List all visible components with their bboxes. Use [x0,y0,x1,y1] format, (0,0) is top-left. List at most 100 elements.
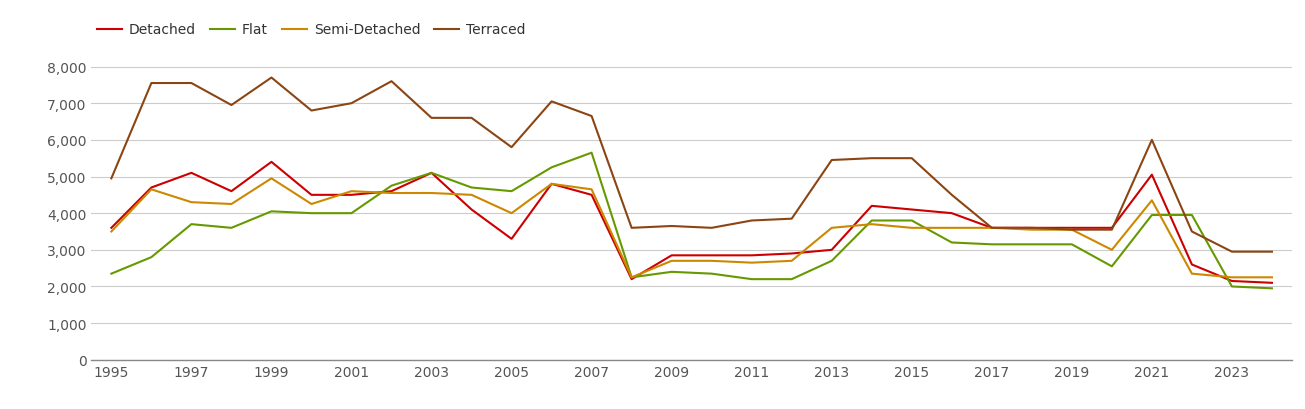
Detached [664,253,680,258]
Detached [264,160,279,165]
Terraced [944,193,959,198]
Terraced [504,145,519,150]
Flat [1064,242,1079,247]
Semi-Detached [1064,228,1079,233]
Semi-Detached [1265,275,1280,280]
Flat [784,277,800,282]
Line: Detached: Detached [111,162,1272,283]
Legend: Detached, Flat, Semi-Detached, Terraced: Detached, Flat, Semi-Detached, Terraced [91,18,531,43]
Detached [544,182,560,187]
Semi-Detached [223,202,239,207]
Flat [304,211,320,216]
Detached [223,189,239,194]
Line: Semi-Detached: Semi-Detached [111,179,1272,278]
Flat [223,226,239,231]
Terraced [1064,228,1079,233]
Semi-Detached [984,226,1000,231]
Flat [984,242,1000,247]
Flat [1024,242,1040,247]
Semi-Detached [784,259,800,264]
Flat [624,275,639,280]
Terraced [984,226,1000,231]
Detached [1144,173,1160,178]
Semi-Detached [944,226,959,231]
Semi-Detached [1144,198,1160,203]
Semi-Detached [1224,275,1240,280]
Semi-Detached [304,202,320,207]
Terraced [784,217,800,222]
Terraced [144,81,159,86]
Detached [424,171,440,176]
Detached [583,193,599,198]
Detached [744,253,760,258]
Flat [424,171,440,176]
Terraced [904,156,920,161]
Terraced [823,158,839,163]
Terraced [1224,249,1240,254]
Flat [1184,213,1199,218]
Detached [703,253,719,258]
Flat [504,189,519,194]
Semi-Detached [504,211,519,216]
Flat [864,218,880,223]
Semi-Detached [343,189,359,194]
Semi-Detached [823,226,839,231]
Semi-Detached [424,191,440,196]
Line: Flat: Flat [111,153,1272,289]
Detached [384,189,399,194]
Detached [984,226,1000,231]
Terraced [424,116,440,121]
Detached [1104,226,1120,231]
Detached [944,211,959,216]
Detached [1024,226,1040,231]
Terraced [343,101,359,106]
Detached [504,237,519,242]
Terraced [384,79,399,84]
Semi-Detached [664,259,680,264]
Terraced [664,224,680,229]
Terraced [703,226,719,231]
Flat [664,270,680,274]
Semi-Detached [103,229,119,234]
Detached [1265,281,1280,285]
Detached [103,226,119,231]
Terraced [223,103,239,108]
Detached [144,186,159,191]
Semi-Detached [1104,248,1120,253]
Semi-Detached [744,261,760,265]
Terraced [583,114,599,119]
Flat [583,151,599,156]
Flat [823,259,839,264]
Detached [184,171,200,176]
Detached [904,207,920,212]
Terraced [1265,249,1280,254]
Semi-Detached [144,187,159,192]
Semi-Detached [264,176,279,181]
Flat [703,272,719,276]
Terraced [1144,138,1160,143]
Semi-Detached [384,191,399,196]
Terraced [1184,229,1199,234]
Detached [343,193,359,198]
Flat [744,277,760,282]
Terraced [184,81,200,86]
Terraced [103,176,119,181]
Terraced [544,100,560,105]
Detached [1064,226,1079,231]
Semi-Detached [624,275,639,280]
Semi-Detached [703,259,719,264]
Terraced [744,218,760,223]
Flat [1224,284,1240,289]
Flat [1104,264,1120,269]
Flat [1144,213,1160,218]
Flat [343,211,359,216]
Line: Terraced: Terraced [111,79,1272,252]
Semi-Detached [904,226,920,231]
Flat [264,209,279,214]
Detached [1184,263,1199,267]
Flat [463,186,479,191]
Detached [864,204,880,209]
Flat [1265,286,1280,291]
Semi-Detached [184,200,200,205]
Terraced [463,116,479,121]
